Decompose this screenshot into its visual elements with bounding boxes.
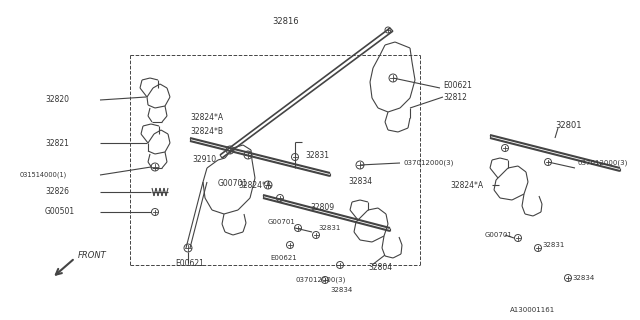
Text: 32824*A: 32824*A [190,114,223,123]
Text: G00501: G00501 [45,207,75,217]
Text: 037012000(3): 037012000(3) [403,160,453,166]
Text: 031514000(1): 031514000(1) [20,172,67,178]
Text: 32831: 32831 [305,150,329,159]
Text: A130001161: A130001161 [510,307,556,313]
Text: 32816: 32816 [272,18,299,27]
Text: 32824*B: 32824*B [190,127,223,137]
Text: 32821: 32821 [45,139,69,148]
Text: 32834: 32834 [330,287,352,293]
Text: 32824*A: 32824*A [238,180,271,189]
Text: G00701: G00701 [218,179,248,188]
Text: E00621: E00621 [270,255,297,261]
Text: E00621: E00621 [443,82,472,91]
Text: E00621: E00621 [175,259,204,268]
Text: 037012000(3): 037012000(3) [578,160,628,166]
Text: 32910: 32910 [192,156,216,164]
Text: 32812: 32812 [443,93,467,102]
Text: G00701: G00701 [485,232,513,238]
Text: 32831: 32831 [542,242,564,248]
Text: 32826: 32826 [45,188,69,196]
Text: 32831: 32831 [318,225,340,231]
Text: 32834: 32834 [348,178,372,187]
Text: 037012000(3): 037012000(3) [295,277,346,283]
Text: 32809: 32809 [310,204,334,212]
Text: 32824*A: 32824*A [450,180,483,189]
Text: 32834: 32834 [572,275,595,281]
Text: 32801: 32801 [555,121,582,130]
Text: FRONT: FRONT [78,252,107,260]
Text: 32820: 32820 [45,95,69,105]
Text: 32804: 32804 [368,263,392,273]
Text: G00701: G00701 [268,219,296,225]
